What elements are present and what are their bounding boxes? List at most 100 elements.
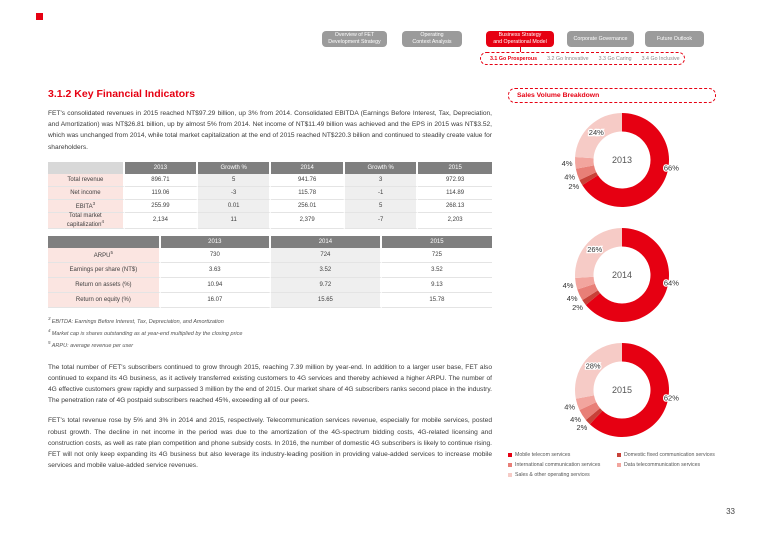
donut-segment-domestic-fixed-communication-services bbox=[585, 408, 603, 425]
donut-segment-domestic-fixed-communication-services bbox=[582, 290, 601, 305]
legend-item-domestic-fixed-communication-services: Domestic fixed communication services bbox=[617, 452, 716, 458]
donut-segment-domestic-fixed-communication-services bbox=[579, 172, 598, 186]
subnav-item-3-3-go-caring[interactable]: 3.3 Go Caring bbox=[598, 55, 632, 62]
cell-value: -3 bbox=[198, 186, 272, 200]
cell-value: 256.01 bbox=[271, 199, 345, 213]
tab-corporate-governance[interactable]: Corporate Governance bbox=[567, 31, 634, 47]
legend-label: Mobile telecom services bbox=[515, 452, 571, 458]
tab-operating-context-analysis[interactable]: Operating Context Analysis bbox=[402, 31, 462, 47]
footnote: 5 ARPU: average revenue per user bbox=[48, 340, 134, 350]
table-row-ebita: EBITA3 255.99 0.01 256.01 5 268.13 bbox=[48, 199, 492, 213]
donut-chart-2015: 62% 2% 4% 4% 28% 2015 bbox=[508, 334, 716, 447]
table-row-arpu: ARPU5 730 724 725 bbox=[48, 247, 492, 263]
segment-percentage-label: 28% bbox=[586, 362, 601, 371]
logo-mark bbox=[36, 13, 43, 20]
cell-value: 9.13 bbox=[381, 277, 492, 293]
footnotes: 3 EBITDA: Earnings Before Interest, Tax,… bbox=[48, 315, 492, 352]
cell-value: 114.89 bbox=[418, 186, 492, 200]
section-title: 3.1.2 Key Financial Indicators bbox=[48, 88, 196, 100]
segment-percentage-label: 24% bbox=[589, 128, 604, 137]
column-header-2013: 2013 bbox=[124, 161, 199, 174]
donut-segment-sales-other-operating-services bbox=[574, 228, 622, 278]
cell-value: 3 bbox=[345, 173, 419, 187]
segment-percentage-label: 4% bbox=[564, 173, 575, 182]
donut-segment-data-telecommunication-services bbox=[575, 276, 595, 290]
subnav-item-3-4-go-inclusive[interactable]: 3.4 Go Inclusive bbox=[641, 55, 680, 62]
nav-tabs: Overview of FET Development Strategy Opera… bbox=[0, 31, 768, 47]
donut-charts: 66% 2% 4% 4% 24% 2013 64% 2% 4% 4% 26% 2014 62% 2% 4% 4… bbox=[508, 104, 716, 447]
cell-value: 3.52 bbox=[381, 262, 492, 278]
table-row-return-on-equity: Return on equity (%) 16.07 15.65 15.78 bbox=[48, 292, 492, 308]
legend-label: Data telecommunication services bbox=[624, 462, 701, 469]
donut-segment-data-telecommunication-services bbox=[574, 157, 594, 169]
donut-year-label: 2013 bbox=[612, 155, 632, 165]
donut-segment-international-communication-services bbox=[577, 283, 598, 301]
segment-percentage-label: 66% bbox=[664, 163, 679, 172]
subnav-item-3-1-go-prosperous[interactable]: 3.1 Go Prosperous bbox=[490, 55, 538, 62]
donut-year-label: 2015 bbox=[612, 385, 632, 395]
legend-swatch bbox=[617, 453, 621, 457]
footnote: 3 EBITDA: Earnings Before Interest, Tax,… bbox=[48, 315, 224, 325]
column-header-growth: Growth % bbox=[345, 161, 419, 174]
donut-segment-international-communication-services bbox=[579, 402, 601, 420]
cell-value: 724 bbox=[270, 247, 382, 263]
donut-segment-data-telecommunication-services bbox=[575, 395, 597, 411]
cell-value: 896.71 bbox=[124, 173, 199, 187]
row-label: Return on equity (%) bbox=[48, 292, 161, 308]
donut-segment-mobile-telecom-services bbox=[589, 343, 670, 437]
donut-chart-2013: 66% 2% 4% 4% 24% 2013 bbox=[508, 104, 716, 217]
cell-value: 119.06 bbox=[124, 186, 199, 200]
legend-swatch bbox=[508, 453, 512, 457]
tab-overview-of-fet-development-strategy[interactable]: Overview of FET Development Strategy bbox=[322, 31, 387, 47]
cell-value: 730 bbox=[160, 247, 271, 263]
column-header-2013: 2013 bbox=[160, 235, 271, 248]
cell-value: 3.52 bbox=[270, 262, 382, 278]
paragraph-revenue: FET's total revenue rose by 5% and 3% in… bbox=[48, 417, 492, 470]
cell-value: 2,203 bbox=[418, 212, 492, 229]
cell-value: 2,134 bbox=[124, 212, 199, 229]
legend-item-mobile-telecom-services: Mobile telecom services bbox=[508, 452, 617, 458]
row-label: Earnings per share (NT$) bbox=[48, 262, 161, 278]
table-header-row: 2013 2014 2015 bbox=[48, 235, 492, 248]
segment-percentage-label: 4% bbox=[562, 159, 573, 168]
chart-title: Sales Volume Breakdown bbox=[508, 88, 716, 103]
segment-percentage-label: 26% bbox=[587, 245, 602, 254]
tab-business-strategy-and-operational-model[interactable]: Business Strategy and Operational Model bbox=[486, 31, 554, 47]
segment-percentage-label: 2% bbox=[576, 423, 587, 432]
donut-year-label: 2014 bbox=[612, 270, 632, 280]
column-header-2015: 2015 bbox=[381, 235, 492, 248]
cell-value: 11 bbox=[198, 212, 272, 229]
row-label: ARPU5 bbox=[48, 247, 161, 263]
cell-value: 15.78 bbox=[381, 292, 492, 308]
subnav-item-3-2-go-innovative[interactable]: 3.2 Go Innovative bbox=[547, 55, 589, 62]
cell-value: 115.78 bbox=[271, 186, 345, 200]
segment-percentage-label: 4% bbox=[570, 415, 581, 424]
cell-value: 0.01 bbox=[198, 199, 272, 213]
legend-swatch bbox=[508, 473, 512, 478]
row-label: EBITA3 bbox=[48, 199, 125, 213]
table-row-total-market-capitalization: Total market capitalization4 2,134 11 2,379… bbox=[48, 212, 492, 229]
legend-swatch bbox=[508, 463, 512, 468]
page-number: 33 bbox=[726, 507, 735, 516]
legend-label: Sales & other operating services bbox=[515, 472, 590, 479]
row-label: Total market capitalization4 bbox=[48, 212, 125, 229]
cell-value: 941.76 bbox=[271, 173, 345, 187]
cell-value: 9.72 bbox=[270, 277, 382, 293]
segment-percentage-label: 4% bbox=[567, 294, 578, 303]
column-header-blank bbox=[48, 235, 161, 248]
column-header-growth: Growth % bbox=[198, 161, 272, 174]
legend-item-sales-other-operating-services: Sales & other operating services bbox=[508, 472, 617, 478]
legend-swatch bbox=[617, 463, 621, 468]
cell-value: -1 bbox=[345, 186, 419, 200]
cell-value: 725 bbox=[381, 247, 492, 263]
tab-future-outlook[interactable]: Future Outlook bbox=[645, 31, 704, 47]
donut-segment-international-communication-services bbox=[575, 165, 597, 181]
cell-value: 268.13 bbox=[418, 199, 492, 213]
financial-table-ratios: 2013 2014 2015 ARPU5 730 724 725 Earnings per s… bbox=[48, 235, 492, 308]
cell-value: -7 bbox=[345, 212, 419, 229]
cell-value: 16.07 bbox=[160, 292, 271, 308]
main-content: 3.1.2 Key Financial Indicators FET's con… bbox=[48, 88, 492, 480]
donut-segment-mobile-telecom-services bbox=[582, 113, 670, 207]
footnote: 4 Market cap is shares outstanding as at… bbox=[48, 328, 243, 337]
column-header-2015: 2015 bbox=[418, 161, 492, 174]
